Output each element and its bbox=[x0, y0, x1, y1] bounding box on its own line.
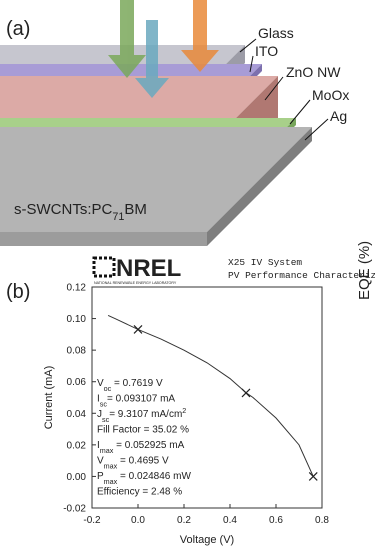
text-run: P bbox=[97, 471, 104, 482]
y-tick-label: 0.04 bbox=[67, 409, 87, 420]
text-run: max bbox=[104, 461, 118, 470]
text-run: BM bbox=[124, 201, 147, 218]
panel-label: (a) bbox=[6, 18, 30, 40]
header-line: X25 IV System bbox=[228, 257, 302, 268]
marker bbox=[241, 388, 251, 398]
text-run: = 0.7619 V bbox=[111, 378, 163, 389]
text-run: sc bbox=[100, 399, 108, 408]
marker bbox=[308, 472, 318, 481]
text-run: max bbox=[104, 477, 118, 486]
y-tick-label: 0.00 bbox=[67, 472, 87, 483]
text-run: V bbox=[97, 456, 104, 467]
annotation-line: Pmax = 0.024846 mW bbox=[97, 471, 191, 486]
annotation-line: Fill Factor = 35.02 % bbox=[97, 425, 189, 436]
marker bbox=[133, 325, 143, 334]
text-run: = 0.052925 mA bbox=[113, 440, 184, 451]
text-run: J bbox=[97, 409, 102, 420]
light-arrows bbox=[108, 0, 219, 98]
iv-chart: -0.020.000.020.040.060.080.100.12-0.2 0.0… bbox=[43, 283, 329, 547]
annotation-line: Vmax = 0.4695 V bbox=[97, 456, 169, 471]
y-tick-label: 0.02 bbox=[67, 440, 87, 451]
iv-curve bbox=[107, 314, 314, 477]
y-tick-label: -0.02 bbox=[63, 504, 86, 515]
text-run: s-SWCNTs:PC bbox=[14, 201, 112, 218]
annotation-line: Jsc= 9.3107 mA/cm2 bbox=[97, 406, 186, 424]
layer-side bbox=[207, 127, 312, 246]
annotation-line: Efficiency = 2.48 % bbox=[97, 487, 182, 498]
layer-top bbox=[0, 127, 312, 232]
text-run: oc bbox=[104, 384, 112, 393]
nrel-logo: NREL NATIONAL RENEWABLE ENERGY LABORATOR… bbox=[92, 255, 181, 285]
text-run: Fill Factor = 35.02 % bbox=[97, 425, 189, 436]
x-tick-label: 0.4 bbox=[223, 515, 237, 526]
y-tick-label: 0.08 bbox=[67, 346, 87, 357]
y-tick-label: 0.10 bbox=[67, 314, 87, 325]
text-run: 2 bbox=[182, 406, 186, 415]
x-tick-label: 0.2 bbox=[177, 515, 191, 526]
x-tick-label: -0.2 bbox=[83, 515, 101, 526]
annotation-line: Voc = 0.7619 V bbox=[97, 378, 163, 393]
y-tick-label: 0.06 bbox=[67, 377, 87, 388]
x-tick-label: 0.6 bbox=[269, 515, 283, 526]
device-stack bbox=[0, 45, 312, 246]
annotation-line: Imax = 0.052925 mA bbox=[97, 440, 185, 455]
layer-front bbox=[0, 232, 207, 246]
x-tick-label: 0.0 bbox=[131, 515, 145, 526]
leader-lines bbox=[239, 38, 329, 141]
y-tick-label: 0.12 bbox=[67, 283, 87, 294]
annotation-line: Isc= 0.093107 mA bbox=[97, 394, 175, 409]
side-label: EQE (%) bbox=[356, 241, 373, 300]
text-run: = 0.024846 mW bbox=[117, 471, 191, 482]
text-run: I bbox=[97, 394, 100, 405]
text-run: Efficiency = 2.48 % bbox=[97, 487, 182, 498]
layer-label: ZnO NW bbox=[286, 64, 341, 80]
text-run: V bbox=[97, 378, 104, 389]
text-run: 71 bbox=[112, 211, 124, 223]
text-run: I bbox=[97, 440, 100, 451]
layer-label: Ag bbox=[330, 108, 347, 124]
layer-label: Glass bbox=[258, 25, 294, 41]
text-run: max bbox=[100, 446, 114, 455]
y-axis-label: Current (mA) bbox=[43, 366, 55, 430]
header-line: PV Performance Characterization Team bbox=[228, 270, 375, 281]
x-tick-label: 0.8 bbox=[315, 515, 329, 526]
active-layer-label: s-SWCNTs:PC71BM bbox=[14, 201, 147, 223]
layer-label: ITO bbox=[255, 43, 278, 59]
x-axis-label: Voltage (V) bbox=[180, 534, 234, 546]
logo-text: NREL bbox=[116, 255, 181, 282]
text-run: = 9.3107 mA/cm bbox=[109, 409, 182, 420]
text-run: sc bbox=[102, 415, 110, 424]
panel-label: (b) bbox=[6, 281, 30, 303]
text-run: = 0.093107 mA bbox=[107, 394, 175, 405]
plot-frame bbox=[91, 286, 323, 509]
text-run: = 0.4695 V bbox=[117, 456, 169, 467]
layer-label: MoOx bbox=[312, 87, 349, 103]
logo-subtitle: NATIONAL RENEWABLE ENERGY LABORATORY bbox=[94, 281, 177, 285]
